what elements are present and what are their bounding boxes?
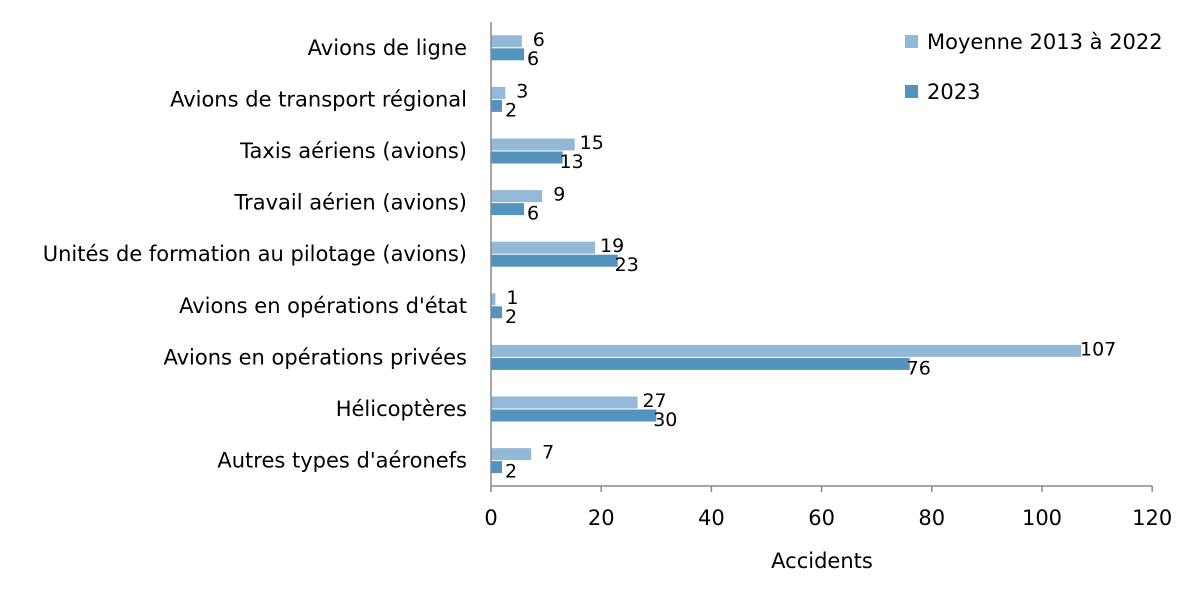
bar-average	[491, 293, 496, 306]
x-tick-label: 40	[698, 506, 725, 530]
data-label-2023: 2	[505, 306, 517, 328]
data-label-2023: 13	[560, 151, 584, 173]
category-label: Avions de ligne	[308, 36, 467, 60]
x-axis-title: Accidents	[771, 549, 873, 573]
bar-2023	[491, 151, 563, 164]
data-label-2023: 30	[653, 409, 677, 431]
category-labels: Avions de ligne Avions de transport régio…	[43, 36, 467, 473]
bar-average	[491, 448, 532, 461]
data-label-2023: 23	[615, 254, 639, 276]
x-tick-label: 100	[1022, 506, 1062, 530]
bar-2023	[491, 254, 618, 267]
data-label-average: 19	[600, 235, 624, 257]
x-tick-label: 20	[588, 506, 615, 530]
bar-average	[491, 241, 596, 254]
bar-average	[491, 396, 638, 409]
category-label: Taxis aériens (avions)	[239, 139, 467, 163]
x-tick-label: 0	[484, 506, 497, 530]
bar-average	[491, 190, 543, 203]
x-tick-label: 80	[918, 506, 945, 530]
data-label-2023: 76	[907, 357, 931, 379]
data-label-average: 107	[1080, 338, 1116, 360]
category-label: Avions de transport régional	[170, 87, 467, 111]
data-label-2023: 2	[505, 461, 517, 483]
bar-average	[491, 344, 1082, 357]
data-label-average: 27	[642, 390, 666, 412]
bar-2023	[491, 48, 525, 61]
x-ticks: 0 20 40 60 80 100 120	[484, 486, 1172, 530]
category-label: Hélicoptères	[336, 397, 467, 421]
data-label-average: 6	[533, 29, 545, 51]
data-label-2023: 6	[527, 203, 539, 225]
bar-2023	[491, 357, 910, 370]
bar-average	[491, 35, 522, 48]
data-label-average: 9	[553, 184, 565, 206]
bar-2023	[491, 99, 503, 112]
legend-label-2023: 2023	[927, 80, 980, 104]
x-tick-label: 120	[1132, 506, 1172, 530]
bar-average	[491, 86, 506, 99]
data-label-2023: 2	[505, 99, 517, 121]
legend-swatch-2023	[905, 85, 918, 98]
category-label: Unités de formation au pilotage (avions)	[43, 242, 467, 266]
category-label: Avions en opérations privées	[163, 345, 467, 369]
data-label-average: 15	[580, 132, 604, 154]
bar-2023	[491, 461, 503, 474]
bar-average	[491, 138, 575, 151]
data-label-2023: 6	[527, 48, 539, 70]
data-label-average: 7	[542, 442, 554, 464]
x-tick-label: 60	[808, 506, 835, 530]
bar-2023	[491, 306, 503, 319]
bar-2023	[491, 409, 657, 422]
category-label: Travail aérien (avions)	[233, 191, 467, 215]
data-label-average: 3	[516, 80, 528, 102]
category-label: Autres types d'aéronefs	[217, 449, 467, 473]
legend-swatch-average	[905, 35, 918, 48]
legend-label-average: Moyenne 2013 à 2022	[927, 30, 1163, 54]
data-label-average: 1	[506, 287, 518, 309]
bar-2023	[491, 203, 525, 216]
bars-group	[491, 35, 1082, 474]
legend: Moyenne 2013 à 2022 2023	[905, 30, 1163, 104]
category-label: Avions en opérations d'état	[179, 294, 467, 318]
